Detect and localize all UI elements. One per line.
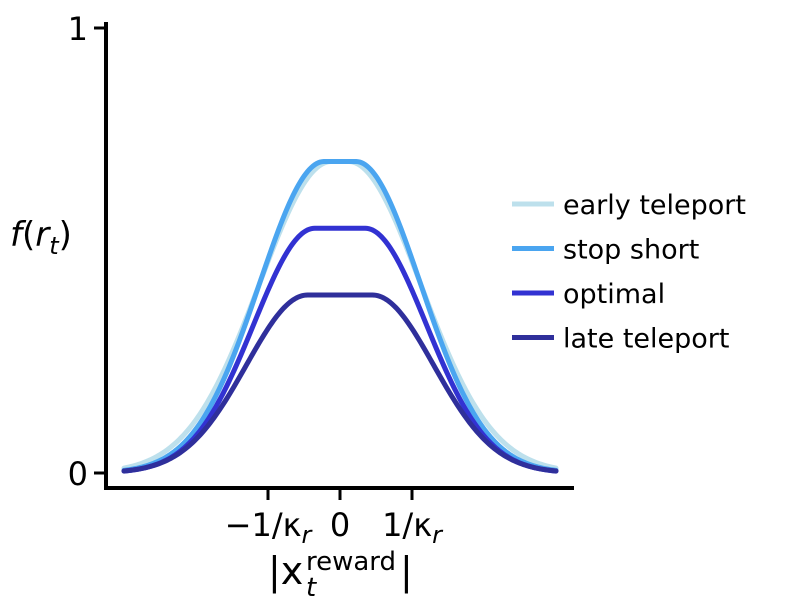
x-tick-label-0: −1/κr	[225, 506, 314, 549]
series-line-3	[121, 292, 559, 474]
y-tick-label-1: 1	[68, 10, 88, 48]
legend: early teleport stop short optimal late tele…	[512, 190, 746, 355]
y-axis-label: f(rt)	[10, 215, 72, 260]
y-ticks: 01	[68, 10, 106, 493]
x-axis-label: |x	[268, 549, 303, 594]
x-tick-label-2: 1/κr	[382, 506, 444, 549]
plot-curves	[121, 159, 559, 474]
legend-label-3: late teleport	[563, 324, 729, 355]
legend-label-2: optimal	[563, 279, 665, 310]
x-axis-label-sub: t	[306, 573, 317, 603]
y-tick-label-0: 0	[68, 455, 88, 493]
legend-label-1: stop short	[563, 235, 699, 266]
x-ticks: −1/κr 0 1/κr	[225, 488, 444, 549]
x-tick-label-1: 0	[330, 506, 350, 544]
legend-label-0: early teleport	[563, 190, 746, 221]
x-axis-label-sup: reward	[306, 547, 396, 577]
x-axis-label-end: |	[400, 549, 413, 594]
series-line-1	[121, 159, 559, 473]
series-line-0	[121, 159, 559, 471]
